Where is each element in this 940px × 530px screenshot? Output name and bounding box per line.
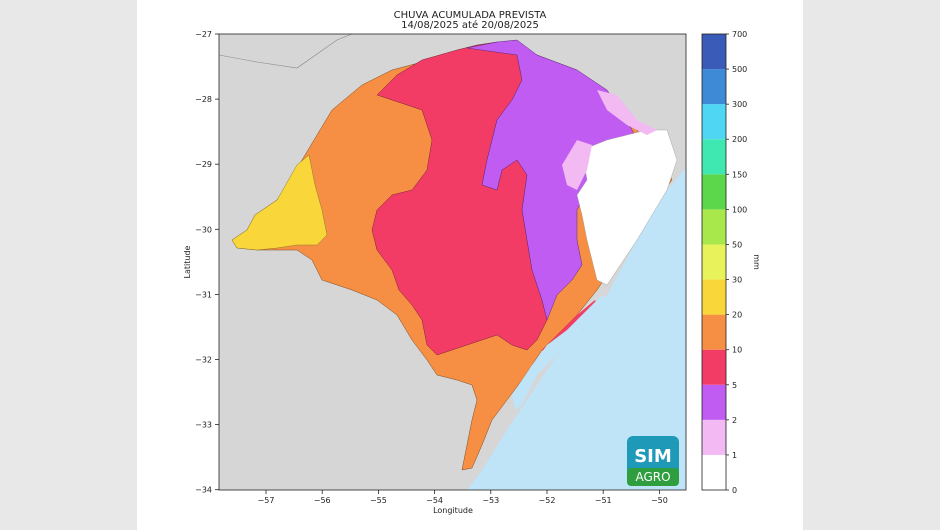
colorbar-tick-label: 200: [732, 135, 747, 144]
colorbar-swatch: [702, 174, 726, 210]
colorbar-tick-label: 10: [732, 346, 742, 355]
region-20-30mm: [231, 154, 328, 251]
y-tick-label: −30: [195, 225, 212, 234]
colorbar-tick-label: 0: [732, 486, 737, 495]
colorbar-swatch: [702, 314, 726, 350]
map-subtitle: 14/08/2025 até 20/08/2025: [401, 20, 539, 31]
y-axis: −27 −28 −29 −30 −31 −32 −33 −34: [195, 30, 219, 495]
x-tick-label: −50: [651, 496, 668, 505]
lagoon: [512, 295, 607, 410]
x-axis-label: Longitude: [433, 506, 473, 515]
colorbar-swatch: [702, 349, 726, 385]
colorbar-tick-label: 700: [732, 30, 747, 39]
map-svg: −57 −56 −55 −54 −53 −52 −51 −50 −27 −28 −29 −30 −31…: [183, 30, 761, 515]
x-tick-label: −52: [539, 496, 556, 505]
logo-sim: SIM: [634, 446, 672, 467]
x-tick-label: −55: [370, 496, 387, 505]
x-tick-label: −51: [595, 496, 612, 505]
y-tick-label: −32: [195, 356, 212, 365]
y-tick-label: −29: [195, 160, 212, 169]
colorbar-swatch: [702, 69, 726, 105]
colorbar-swatch: [702, 209, 726, 245]
colorbar-tick-label: 300: [732, 100, 747, 109]
plot-frame: [218, 33, 687, 491]
colorbar-swatch: [702, 279, 726, 315]
colorbar-tick-label: 2: [732, 416, 737, 425]
colorbar-tick-label: 1: [732, 451, 737, 460]
colorbar-swatch: [702, 454, 726, 490]
x-axis: −57 −56 −55 −54 −53 −52 −51 −50: [258, 490, 668, 505]
colorbar-swatch: [702, 34, 726, 70]
region-1-2mm: [562, 140, 592, 190]
x-tick-label: −54: [426, 496, 443, 505]
colorbar-tick-label: 50: [732, 240, 742, 249]
map-title: CHUVA ACUMULADA PREVISTA: [393, 10, 547, 21]
x-tick-label: −56: [314, 496, 331, 505]
colorbar: 0 1 2 5 10 20 30 50 100 150 200 300 500 700: [701, 30, 747, 495]
colorbar-tick-label: 150: [732, 170, 747, 179]
x-tick-label: −57: [258, 496, 275, 505]
colorbar-swatch: [702, 139, 726, 175]
colorbar-swatch: [702, 104, 726, 140]
colorbar-tick-label: 20: [732, 311, 742, 320]
y-tick-label: −28: [195, 95, 212, 104]
border-line: [219, 34, 353, 69]
colorbar-swatch: [702, 244, 726, 280]
colorbar-tick-label: 5: [732, 381, 737, 390]
y-tick-label: −31: [195, 290, 212, 299]
region-1-2mm-north: [597, 90, 657, 135]
colorbar-tick-label: 30: [732, 276, 742, 285]
sim-agro-logo: SIM AGRO: [627, 436, 679, 486]
y-tick-label: −27: [195, 30, 212, 39]
y-tick-label: −33: [195, 421, 212, 430]
colorbar-frame: [701, 33, 727, 491]
y-axis-label: Latitude: [183, 245, 192, 278]
colorbar-tick-label: 500: [732, 65, 747, 74]
colorbar-swatch: [702, 384, 726, 420]
map-figure: CHUVA ACUMULADA PREVISTA 14/08/2025 até …: [137, 0, 803, 530]
colorbar-swatch: [702, 419, 726, 455]
colorbar-tick-label: 100: [732, 205, 747, 214]
y-tick-label: −34: [195, 486, 212, 495]
colorbar-unit: mm: [752, 254, 761, 270]
logo-agro: AGRO: [635, 470, 670, 484]
x-tick-label: −53: [482, 496, 499, 505]
